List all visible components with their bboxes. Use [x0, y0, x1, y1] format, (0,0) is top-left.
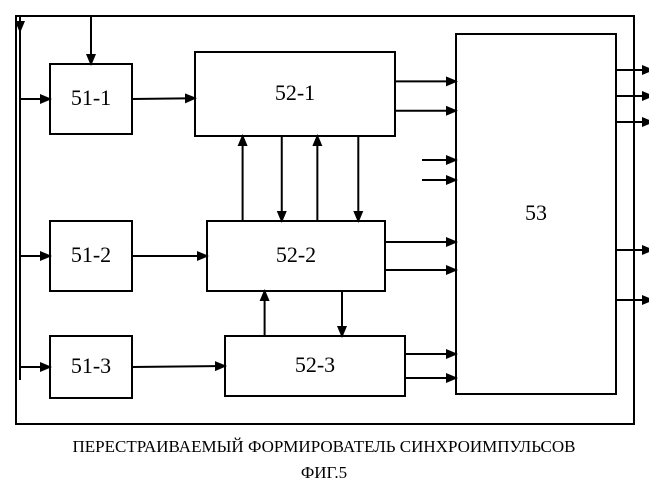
block-label-b52_3: 52-3 — [295, 352, 335, 377]
block-label-b51_2: 51-2 — [71, 242, 111, 267]
caption-line-2: ФИГ.5 — [301, 463, 347, 482]
w-51-3-52-3 — [132, 366, 225, 367]
block-label-b51_1: 51-1 — [71, 85, 111, 110]
block-label-b52_2: 52-2 — [276, 242, 316, 267]
block-label-b52_1: 52-1 — [275, 80, 315, 105]
block-label-b53: 53 — [525, 200, 547, 225]
caption-line-1: ПЕРЕСТРАИВАЕМЫЙ ФОРМИРОВАТЕЛЬ СИНХРОИМПУ… — [72, 437, 575, 456]
block-label-b51_3: 51-3 — [71, 353, 111, 378]
diagram-canvas: 51-1 51-2 51-3 52-1 52-2 52-3 53 ПЕРЕСТРАИВАЕМЫ… — [0, 0, 649, 500]
w-51-1-52-1 — [132, 98, 195, 99]
